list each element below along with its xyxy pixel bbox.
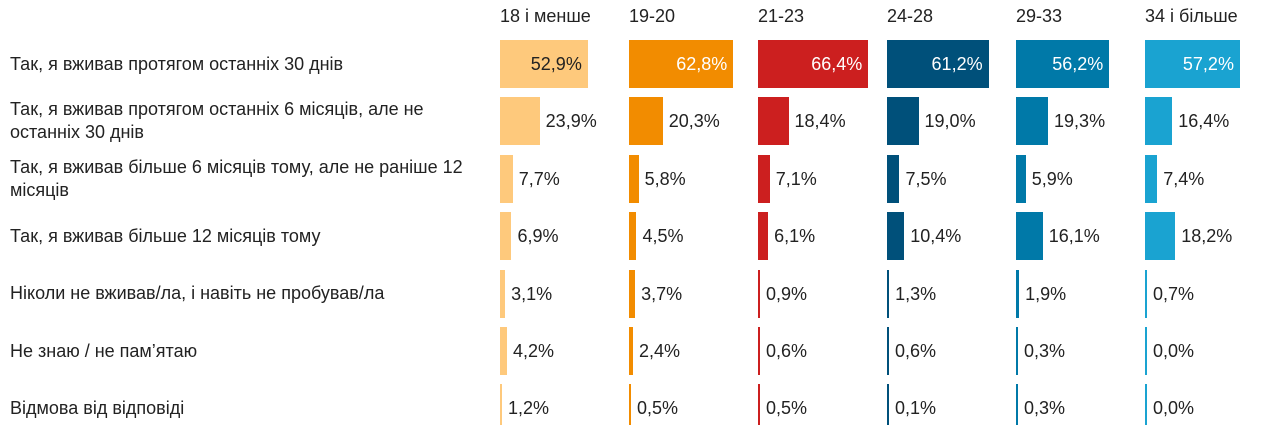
- bar: [500, 97, 540, 146]
- value-label: 0,0%: [1153, 398, 1195, 419]
- row-label: Так, я вживав протягом останніх 30 днів: [10, 53, 344, 74]
- value-label: 7,1%: [775, 168, 817, 189]
- bar: [629, 97, 663, 146]
- bar: [887, 97, 919, 146]
- bar: [629, 154, 639, 203]
- bar: [629, 327, 633, 375]
- column-header: 18 і менше: [500, 6, 591, 26]
- value-label: 0,3%: [1024, 398, 1066, 419]
- bar: [758, 40, 869, 88]
- row-label: Так, я вживав більше 12 місяців тому: [10, 225, 321, 246]
- value-label: 0,5%: [766, 398, 808, 419]
- bar: [887, 212, 905, 261]
- bar: [500, 154, 513, 203]
- bar: [629, 40, 734, 88]
- bar: [1016, 384, 1018, 425]
- value-label: 19,0%: [924, 111, 976, 132]
- bar: [887, 384, 889, 425]
- value-label: 7,5%: [905, 168, 947, 189]
- value-label: 56,2%: [1052, 54, 1104, 74]
- value-label: 2,4%: [638, 341, 680, 361]
- value-label: 5,9%: [1031, 168, 1073, 189]
- value-label: 10,4%: [910, 226, 962, 247]
- value-label: 18,4%: [794, 111, 846, 132]
- column-header: 29-33: [1016, 6, 1063, 26]
- bar: [629, 212, 637, 261]
- value-label: 7,7%: [518, 168, 560, 189]
- value-label: 0,3%: [1024, 341, 1066, 361]
- bar: [758, 384, 760, 425]
- bar: [1145, 212, 1176, 261]
- bar: [1016, 97, 1049, 146]
- column-header: 19-20: [629, 6, 676, 26]
- value-label: 23,9%: [545, 111, 597, 132]
- bar: [758, 212, 769, 261]
- bar: [1145, 269, 1147, 318]
- bar: [887, 154, 900, 203]
- value-label: 20,3%: [668, 111, 720, 132]
- value-label: 5,8%: [644, 168, 686, 189]
- value-label: 61,2%: [931, 54, 983, 74]
- value-label: 66,4%: [811, 54, 863, 74]
- value-label: 57,2%: [1182, 54, 1234, 74]
- bar: [629, 384, 631, 425]
- bar: [887, 269, 890, 318]
- value-label: 0,6%: [766, 341, 808, 361]
- column-header: 21-23: [758, 6, 805, 26]
- value-label: 18,2%: [1181, 226, 1233, 247]
- value-label: 0,1%: [895, 398, 937, 419]
- row-label: Так, я вживав протягом останніх 6 місяці…: [10, 99, 424, 143]
- bar: [1145, 97, 1173, 146]
- value-label: 1,3%: [895, 283, 937, 304]
- value-label: 16,1%: [1048, 226, 1100, 247]
- bar: [758, 269, 760, 318]
- bar: [1145, 40, 1240, 88]
- value-label: 52,9%: [530, 54, 582, 74]
- bar: [758, 97, 789, 146]
- bar: [758, 327, 760, 375]
- bar: [1016, 212, 1043, 261]
- value-label: 1,9%: [1025, 283, 1067, 304]
- bar: [500, 327, 507, 375]
- bar: [1016, 154, 1026, 203]
- value-label: 7,4%: [1163, 168, 1205, 189]
- value-label: 0,6%: [895, 341, 937, 361]
- bar: [500, 40, 588, 88]
- value-label: 0,9%: [766, 283, 808, 304]
- value-label: 4,5%: [642, 226, 684, 247]
- bar: [887, 40, 989, 88]
- value-label: 1,2%: [508, 398, 550, 419]
- row-label: Не знаю / не пам’ятаю: [10, 340, 198, 361]
- bar: [758, 154, 770, 203]
- value-label: 16,4%: [1178, 111, 1230, 132]
- value-label: 3,1%: [511, 283, 553, 304]
- bar: [1016, 40, 1110, 88]
- row-label: Відмова від відповіді: [10, 397, 185, 418]
- bar: [629, 269, 636, 318]
- value-label: 3,7%: [641, 283, 683, 304]
- bar: [887, 327, 889, 375]
- bar: [1145, 327, 1147, 375]
- value-label: 0,5%: [637, 398, 679, 419]
- row-label: Ніколи не вживав/ла, і навіть не пробува…: [10, 283, 385, 304]
- bar: [1016, 269, 1020, 318]
- bar: [500, 384, 502, 425]
- row-label: Так, я вживав більше 6 місяців тому, але…: [10, 156, 463, 200]
- bar: [1145, 384, 1147, 425]
- value-label: 4,2%: [512, 341, 554, 361]
- bar: [1016, 327, 1018, 375]
- value-label: 6,9%: [517, 226, 559, 247]
- value-label: 0,0%: [1153, 341, 1195, 361]
- value-label: 0,7%: [1153, 283, 1195, 304]
- value-label: 19,3%: [1054, 111, 1106, 132]
- bar: [500, 269, 506, 318]
- column-header: 24-28: [887, 6, 934, 26]
- value-label: 6,1%: [774, 226, 816, 247]
- value-label: 62,8%: [676, 54, 728, 74]
- bar: [500, 212, 512, 261]
- column-header: 34 і більше: [1145, 6, 1238, 26]
- bar: [1145, 154, 1158, 203]
